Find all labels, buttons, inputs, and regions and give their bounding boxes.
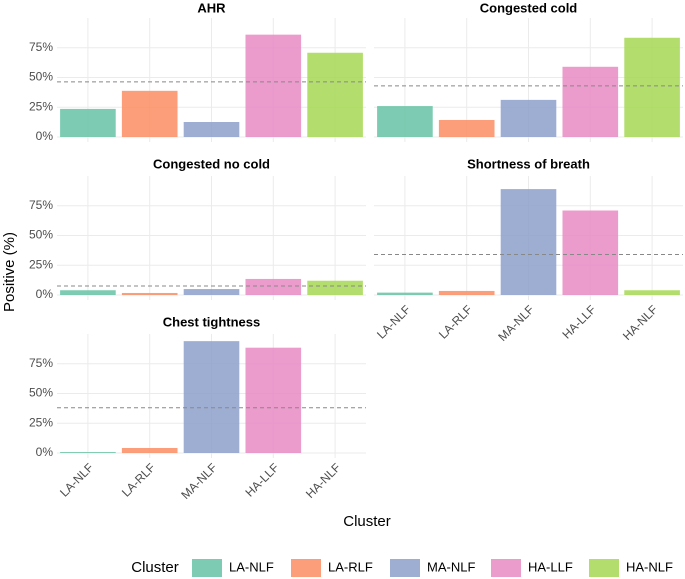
x-tick-label: MA-NLF bbox=[178, 460, 219, 501]
y-tick-label: 75% bbox=[29, 198, 53, 212]
panel-title: Congested no cold bbox=[153, 156, 270, 171]
bar bbox=[562, 66, 619, 138]
legend-swatch bbox=[491, 559, 521, 577]
legend-swatch bbox=[390, 559, 420, 577]
bar bbox=[500, 189, 557, 296]
bar bbox=[60, 452, 116, 454]
x-axis-title: Cluster bbox=[343, 513, 391, 530]
y-tick-label: 75% bbox=[29, 356, 53, 370]
bar bbox=[624, 37, 680, 138]
bar bbox=[624, 290, 680, 296]
bar bbox=[307, 280, 363, 296]
panel-title: AHR bbox=[197, 0, 226, 15]
bar bbox=[245, 347, 302, 454]
bar bbox=[377, 106, 433, 138]
panel-title: Congested cold bbox=[480, 0, 578, 15]
bar bbox=[60, 108, 116, 138]
y-axis-title: Positive (%) bbox=[1, 232, 18, 312]
legend-title: Cluster bbox=[131, 559, 179, 576]
panel-title: Shortness of breath bbox=[467, 156, 590, 171]
bar bbox=[245, 34, 302, 138]
panel-title: Chest tightness bbox=[163, 314, 261, 329]
y-tick-label: 25% bbox=[29, 415, 53, 429]
x-tick-label: HA-LLF bbox=[243, 460, 282, 499]
y-tick-label: 0% bbox=[36, 445, 54, 459]
x-tick-label: LA-RLF bbox=[436, 302, 475, 341]
legend-swatch bbox=[589, 559, 619, 577]
bar bbox=[438, 290, 495, 296]
bar bbox=[121, 292, 178, 296]
y-tick-label: 50% bbox=[29, 228, 53, 242]
bar bbox=[562, 210, 619, 296]
legend-label: LA-RLF bbox=[328, 559, 373, 574]
bar bbox=[377, 292, 433, 296]
legend-label: LA-NLF bbox=[229, 559, 274, 574]
x-tick-label: MA-NLF bbox=[495, 302, 536, 343]
x-tick-label: LA-NLF bbox=[374, 302, 413, 341]
y-tick-label: 0% bbox=[36, 129, 54, 143]
bar bbox=[183, 289, 240, 296]
bar bbox=[183, 341, 240, 454]
legend-swatch bbox=[291, 559, 321, 577]
y-tick-label: 75% bbox=[29, 40, 53, 54]
bar bbox=[500, 99, 557, 138]
legend-label: HA-NLF bbox=[626, 559, 673, 574]
x-tick-label: HA-NLF bbox=[303, 460, 344, 501]
y-tick-label: 0% bbox=[36, 287, 54, 301]
x-tick-label: HA-NLF bbox=[620, 302, 661, 343]
x-tick-label: HA-LLF bbox=[560, 302, 599, 341]
bar bbox=[438, 119, 495, 138]
legend-label: HA-LLF bbox=[528, 559, 573, 574]
y-tick-label: 50% bbox=[29, 70, 53, 84]
bar bbox=[121, 90, 178, 138]
bar bbox=[245, 278, 302, 296]
bar bbox=[121, 448, 178, 454]
x-tick-label: LA-NLF bbox=[57, 460, 96, 499]
bar bbox=[60, 290, 116, 296]
legend-swatch bbox=[192, 559, 222, 577]
bar bbox=[183, 122, 240, 138]
y-tick-label: 50% bbox=[29, 386, 53, 400]
x-tick-label: LA-RLF bbox=[119, 460, 158, 499]
y-tick-label: 25% bbox=[29, 99, 53, 113]
bar bbox=[307, 52, 363, 138]
legend-label: MA-NLF bbox=[427, 559, 475, 574]
y-tick-label: 25% bbox=[29, 257, 53, 271]
